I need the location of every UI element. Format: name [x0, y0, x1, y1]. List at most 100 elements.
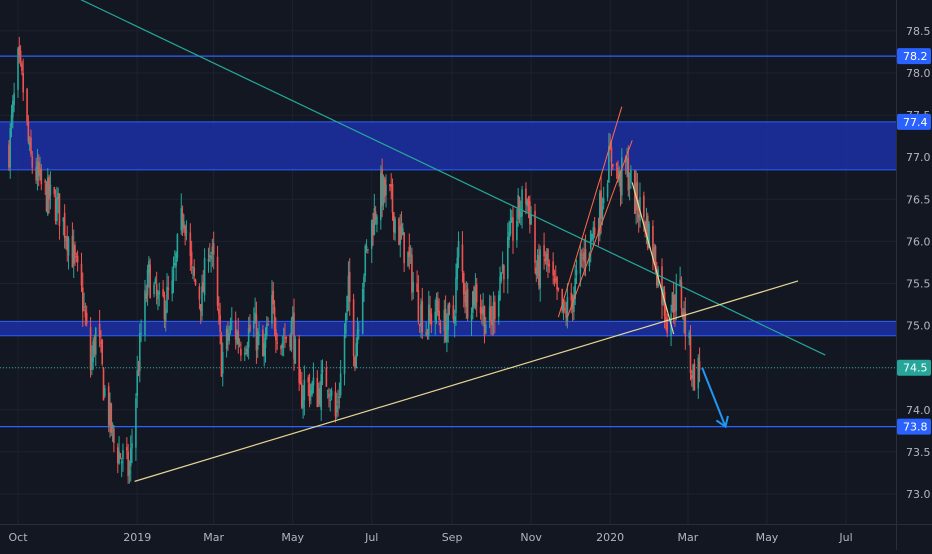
candle-body: [83, 306, 85, 308]
candle-body: [593, 227, 596, 235]
candle-body: [294, 338, 297, 364]
candle-body: [89, 327, 92, 370]
candle-body: [418, 324, 421, 327]
projection-arrow-head: [715, 415, 729, 429]
zones: [0, 121, 896, 337]
candle-body: [155, 284, 158, 296]
candle-body: [679, 279, 681, 285]
candle-body: [166, 286, 168, 313]
candle-body: [229, 322, 232, 331]
candle-body: [119, 453, 122, 460]
candle-body: [461, 244, 464, 272]
candle-body: [267, 323, 269, 326]
candle-body: [258, 334, 260, 336]
candle-body: [149, 264, 151, 299]
candle-body: [199, 304, 202, 312]
candle-body: [615, 163, 618, 166]
candle-body: [67, 237, 70, 256]
candle-body: [452, 305, 455, 320]
candle-body: [62, 217, 65, 222]
candle-body: [680, 281, 683, 309]
price-tick-label: 78.0: [906, 67, 931, 80]
candle-body: [181, 212, 184, 228]
candle-body: [510, 217, 513, 223]
candle-body: [231, 321, 233, 323]
candle-body: [49, 184, 52, 196]
candle-body: [646, 215, 649, 248]
candle-body: [208, 255, 211, 258]
candle-body: [72, 244, 75, 264]
candle-body: [519, 212, 522, 218]
candle-body: [500, 272, 503, 281]
candle-body: [238, 344, 241, 346]
candle-body: [172, 269, 175, 282]
candle-body: [113, 428, 115, 444]
candle-body: [262, 329, 264, 357]
candle-body: [157, 295, 159, 300]
time-tick-label: Nov: [520, 531, 542, 544]
candle-body: [234, 320, 237, 340]
candle-body: [666, 318, 668, 334]
candle-body: [299, 380, 302, 385]
candle-body: [661, 266, 663, 305]
candle-body: [27, 121, 30, 142]
candle-body: [63, 212, 66, 239]
candle-body: [497, 295, 500, 317]
candle-body: [429, 309, 431, 315]
candle-body: [176, 234, 179, 258]
candle-body: [285, 336, 288, 339]
price-tick-label: 76.0: [906, 235, 931, 248]
candle-body: [517, 195, 519, 220]
candle-body: [391, 183, 394, 213]
time-axis[interactable]: Oct 2019 Mar May Jul Sep Nov 2020 Mar May Jul: [0, 524, 932, 545]
candle-body: [601, 206, 604, 220]
candle-body: [606, 183, 609, 198]
candle-body: [310, 390, 312, 396]
candle-body: [135, 398, 137, 448]
candle-body: [36, 162, 39, 181]
candle-body: [394, 218, 396, 234]
time-tick-label: May: [756, 531, 779, 544]
candle-body: [357, 329, 360, 331]
candlestick-series: [8, 36, 701, 484]
price-axis[interactable]: 73.073.574.074.575.075.576.076.577.077.5…: [896, 0, 932, 550]
candle-body: [17, 48, 19, 91]
candle-body: [84, 310, 87, 318]
candle-body: [600, 190, 602, 219]
candle-body: [254, 312, 256, 324]
candle-body: [554, 278, 557, 281]
candle-body: [263, 343, 265, 357]
candle-body: [330, 390, 333, 397]
candle-body: [26, 88, 28, 122]
candle-body: [148, 260, 150, 274]
candle-body: [256, 331, 259, 350]
time-tick-label: Mar: [678, 531, 699, 544]
candle-body: [264, 337, 267, 348]
candle-body: [365, 245, 368, 249]
candle-body: [281, 343, 284, 348]
candle-body: [470, 314, 473, 321]
candle-body: [444, 308, 447, 341]
candle-body: [499, 276, 501, 300]
candle-body: [189, 232, 192, 257]
candle-body: [158, 291, 161, 295]
candle-body: [183, 221, 185, 230]
candle-body: [136, 370, 139, 396]
candle-body: [518, 196, 521, 216]
candle-body: [220, 334, 223, 377]
candle-body: [644, 221, 646, 232]
candle-body: [131, 443, 133, 449]
candle-body: [592, 227, 595, 240]
candle-body: [373, 208, 376, 235]
candle-body: [219, 314, 221, 332]
candle-body: [93, 339, 96, 354]
candle-body: [35, 167, 37, 181]
candle-body: [249, 324, 251, 331]
candle-body: [9, 128, 12, 168]
candle-body: [381, 168, 383, 207]
candle-body: [420, 304, 422, 325]
candle-body: [74, 245, 76, 255]
candle-body: [407, 251, 409, 267]
candle-body: [383, 178, 386, 197]
